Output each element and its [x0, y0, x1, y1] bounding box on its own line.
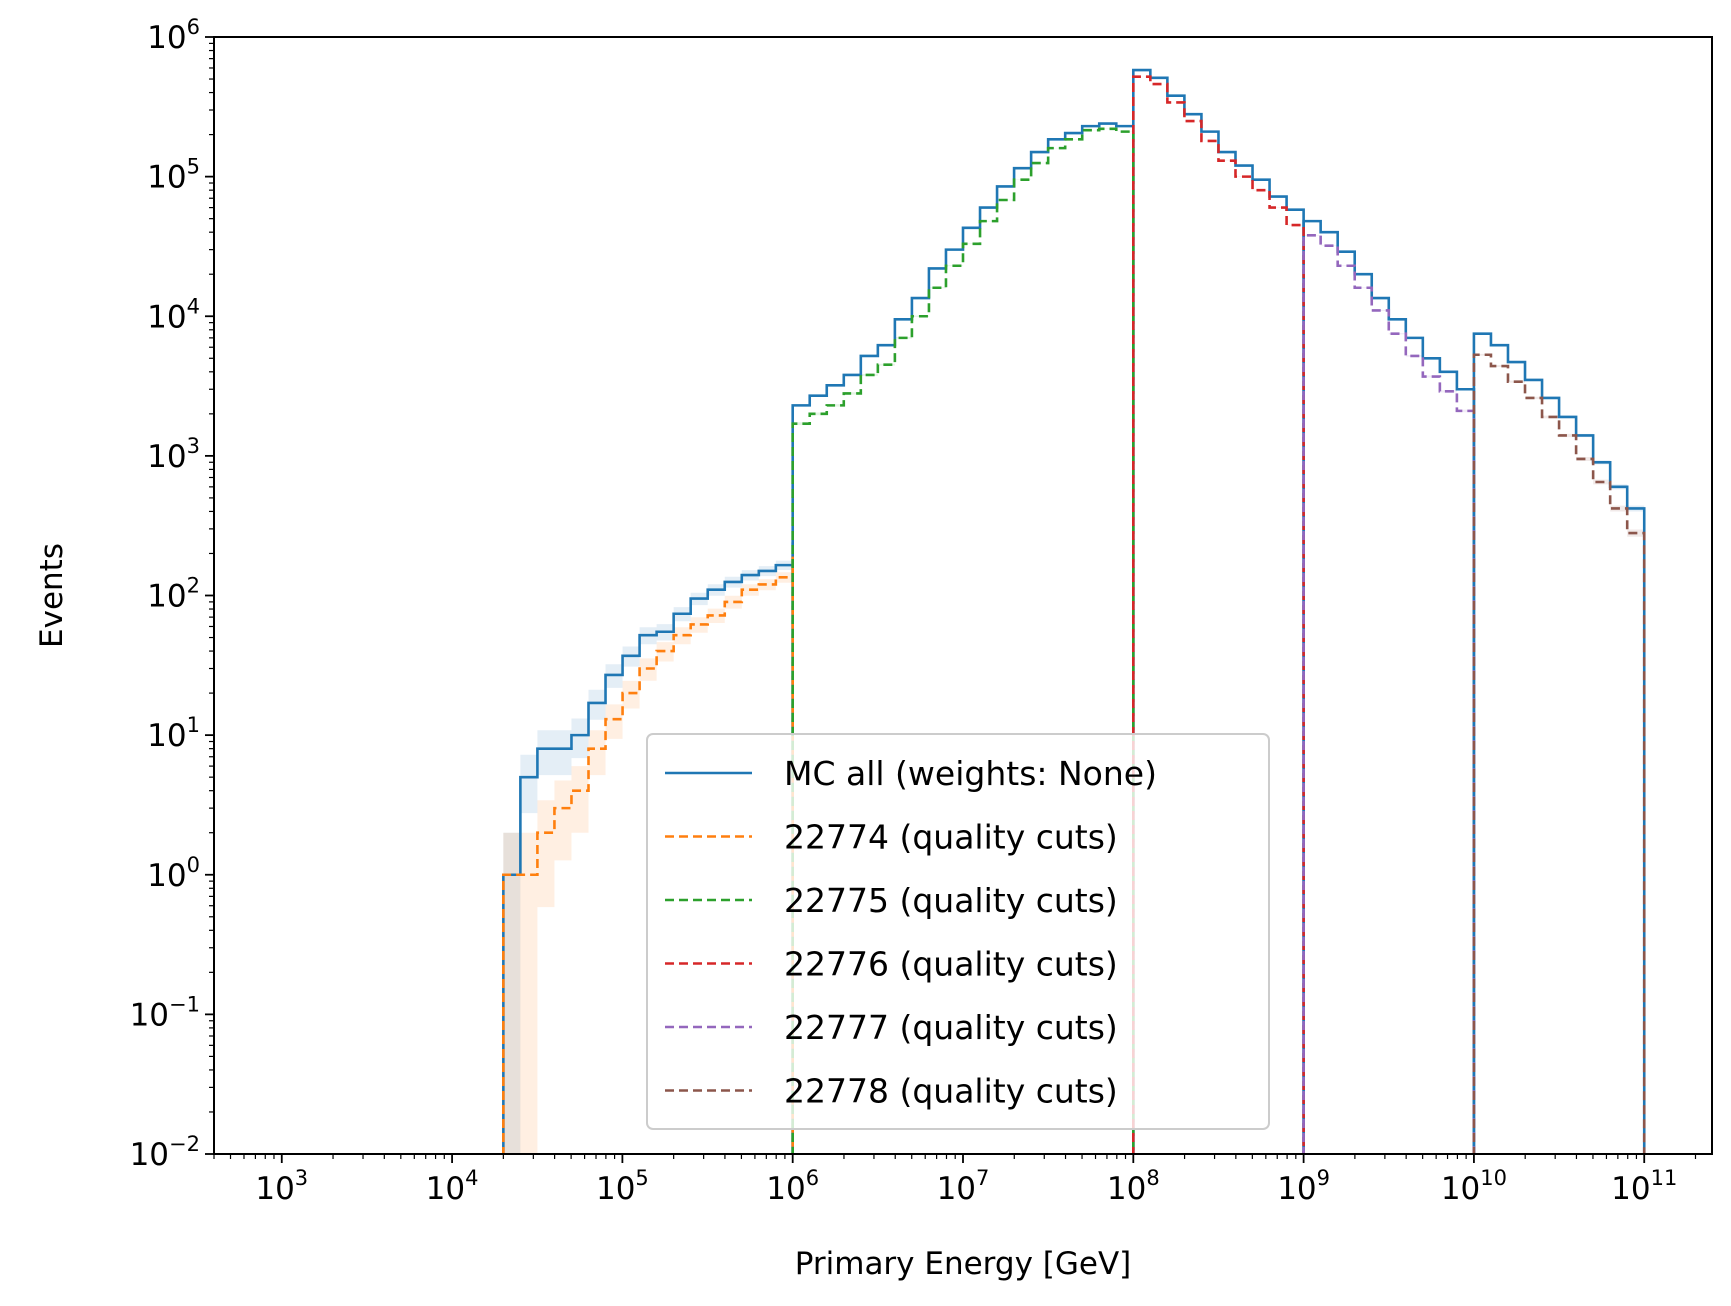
legend-label: 22778 (quality cuts) [784, 1072, 1118, 1111]
y-tick-label: 105 [147, 155, 200, 196]
x-axis-ticks: 103 104 105 106 107 108 109 1010 1011 [213, 1154, 1697, 1207]
series-step-line [791, 122, 1135, 1154]
series-lines [502, 68, 1646, 1154]
series-step-line [1132, 68, 1305, 1154]
y-tick-label: 101 [147, 713, 200, 754]
legend-label: 22776 (quality cuts) [784, 945, 1118, 984]
y-tick-label: 100 [147, 853, 200, 894]
x-tick-label: 1010 [1441, 1166, 1507, 1207]
y-axis-label: Events [34, 543, 70, 648]
x-tick-label: 107 [937, 1166, 990, 1207]
y-axis-ticks: 10−2 10−1 100 101 102 103 104 105 106 [130, 15, 214, 1173]
y-tick-label: 102 [147, 574, 200, 615]
x-tick-label: 105 [596, 1166, 649, 1207]
x-tick-label: 106 [766, 1166, 819, 1207]
legend-label: 22775 (quality cuts) [784, 881, 1118, 920]
uncertainty-band [503, 552, 793, 1154]
y-tick-label: 10−2 [130, 1132, 200, 1173]
series-step-line [1472, 332, 1646, 1154]
y-tick-label: 106 [147, 15, 200, 56]
legend-label: 22774 (quality cuts) [784, 818, 1118, 857]
y-tick-label: 104 [147, 294, 200, 335]
y-tick-label: 10−1 [130, 992, 200, 1033]
uncertainty-bands [503, 69, 1645, 1154]
x-tick-label: 109 [1277, 1166, 1330, 1207]
x-tick-label: 108 [1107, 1166, 1160, 1207]
legend-box [646, 733, 1270, 1130]
series-step-line [502, 556, 794, 1154]
legend: MC all (weights: None) 22774 (quality cut… [646, 733, 1270, 1130]
series-step-line [1302, 233, 1476, 1154]
series-step-line [1302, 219, 1476, 1154]
series-step-line [791, 127, 1135, 1154]
y-tick-label: 103 [147, 434, 200, 475]
legend-label: 22777 (quality cuts) [784, 1008, 1118, 1047]
x-tick-label: 104 [426, 1166, 479, 1207]
x-axis-label: Primary Energy [GeV] [795, 1246, 1132, 1282]
x-tick-label: 103 [255, 1166, 308, 1207]
legend-label: MC all (weights: None) [784, 754, 1157, 793]
series-step-line [1472, 353, 1646, 1154]
x-tick-label: 1011 [1611, 1166, 1677, 1207]
